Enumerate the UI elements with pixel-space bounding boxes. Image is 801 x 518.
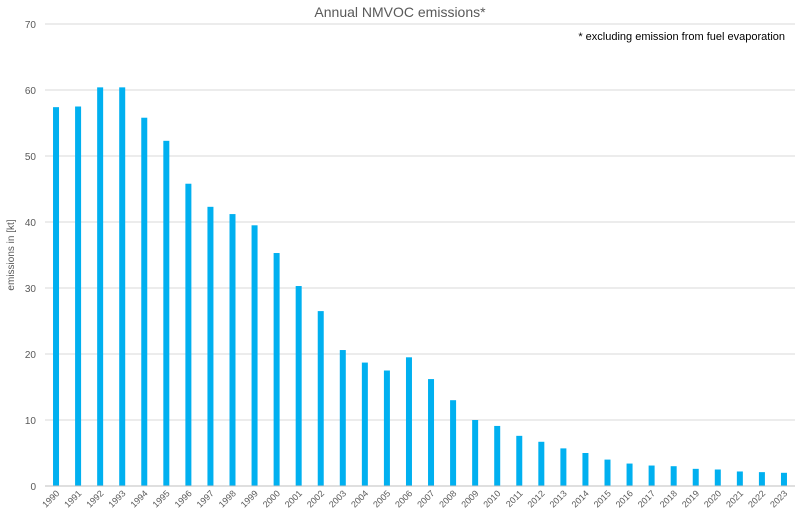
- bar-2017: [648, 465, 655, 486]
- x-tick-label: 2015: [592, 488, 613, 509]
- x-tick-label: 2004: [349, 488, 370, 509]
- y-tick-label: 40: [25, 218, 37, 229]
- x-tick-label: 1996: [173, 488, 194, 509]
- bar-2014: [582, 453, 589, 486]
- bar-1991: [75, 106, 82, 486]
- y-tick-label: 0: [30, 482, 36, 493]
- x-tick-label: 1997: [195, 488, 216, 509]
- x-tick-label: 2013: [548, 488, 569, 509]
- bar-2019: [692, 468, 699, 486]
- bar-2000: [273, 253, 280, 486]
- x-tick-label: 2019: [680, 488, 701, 509]
- bar-1996: [185, 183, 192, 486]
- bar-2009: [472, 420, 479, 486]
- bar-1997: [207, 206, 214, 486]
- chart-title: Annual NMVOC emissions*: [314, 4, 486, 20]
- bar-2022: [758, 472, 765, 486]
- x-tick-label: 1995: [151, 488, 172, 509]
- x-tick-label: 2022: [746, 488, 767, 509]
- y-tick-label: 70: [25, 20, 37, 31]
- x-tick-label: 2007: [415, 488, 436, 509]
- bar-2021: [736, 471, 743, 486]
- bar-2001: [295, 286, 302, 486]
- bar-2003: [339, 350, 346, 486]
- bar-2013: [560, 448, 567, 486]
- bar-2023: [780, 472, 787, 486]
- bar-2020: [714, 469, 721, 486]
- x-axis-ticks: 1990 1991 1992 1993 1994 1995 1996 1997 1998 1999…: [40, 488, 789, 509]
- x-tick-label: 2010: [481, 488, 502, 509]
- x-tick-label: 2021: [724, 488, 745, 509]
- bars: [53, 87, 787, 487]
- bar-2011: [516, 435, 523, 486]
- bar-2010: [494, 425, 501, 486]
- bar-2005: [383, 370, 390, 486]
- x-tick-label: 2006: [393, 488, 414, 509]
- bar-2007: [428, 379, 435, 486]
- y-tick-label: 60: [25, 86, 37, 97]
- bar-2006: [405, 357, 412, 486]
- x-tick-label: 2016: [614, 488, 635, 509]
- x-tick-label: 2009: [459, 488, 480, 509]
- x-tick-label: 2000: [261, 488, 282, 509]
- gridlines: [45, 23, 795, 421]
- y-tick-label: 50: [25, 152, 37, 163]
- x-tick-label: 2014: [570, 488, 591, 509]
- x-tick-label: 2018: [658, 488, 679, 509]
- bar-2012: [538, 441, 545, 486]
- y-axis-ticks: 0 10 20 30 40 50 60 70: [25, 20, 37, 493]
- x-tick-label: 1999: [239, 488, 260, 509]
- x-tick-label: 2023: [768, 488, 789, 509]
- chart-annotation: * excluding emission from fuel evaporati…: [578, 31, 785, 43]
- bar-2016: [626, 463, 633, 486]
- bar-1995: [163, 140, 170, 486]
- bar-1993: [119, 87, 126, 487]
- bar-1999: [251, 225, 258, 487]
- x-tick-label: 2012: [526, 488, 547, 509]
- bar-2015: [604, 459, 611, 486]
- y-tick-label: 30: [25, 284, 37, 295]
- bar-2018: [670, 466, 677, 486]
- x-tick-label: 1991: [62, 488, 83, 509]
- x-tick-label: 1994: [128, 488, 149, 509]
- bar-2004: [361, 362, 368, 486]
- x-tick-label: 1990: [40, 488, 61, 509]
- bar-2002: [317, 311, 324, 486]
- bar-1992: [97, 87, 104, 487]
- bar-1994: [141, 117, 148, 486]
- x-tick-label: 1993: [106, 488, 127, 509]
- x-tick-label: 2008: [437, 488, 458, 509]
- x-tick-label: 1998: [217, 488, 238, 509]
- x-tick-label: 2017: [636, 488, 657, 509]
- x-tick-label: 2001: [283, 488, 304, 509]
- bar-2008: [450, 400, 457, 486]
- bar-1998: [229, 214, 236, 486]
- x-tick-label: 2002: [305, 488, 326, 509]
- y-axis-label: emissions in [kt]: [6, 219, 17, 290]
- bar-1990: [53, 107, 60, 486]
- y-tick-label: 10: [25, 416, 37, 427]
- x-tick-label: 2020: [702, 488, 723, 509]
- x-tick-label: 1992: [84, 488, 105, 509]
- x-tick-label: 2003: [327, 488, 348, 509]
- x-tick-label: 2005: [371, 488, 392, 509]
- x-tick-label: 2011: [504, 488, 525, 509]
- y-tick-label: 20: [25, 350, 37, 361]
